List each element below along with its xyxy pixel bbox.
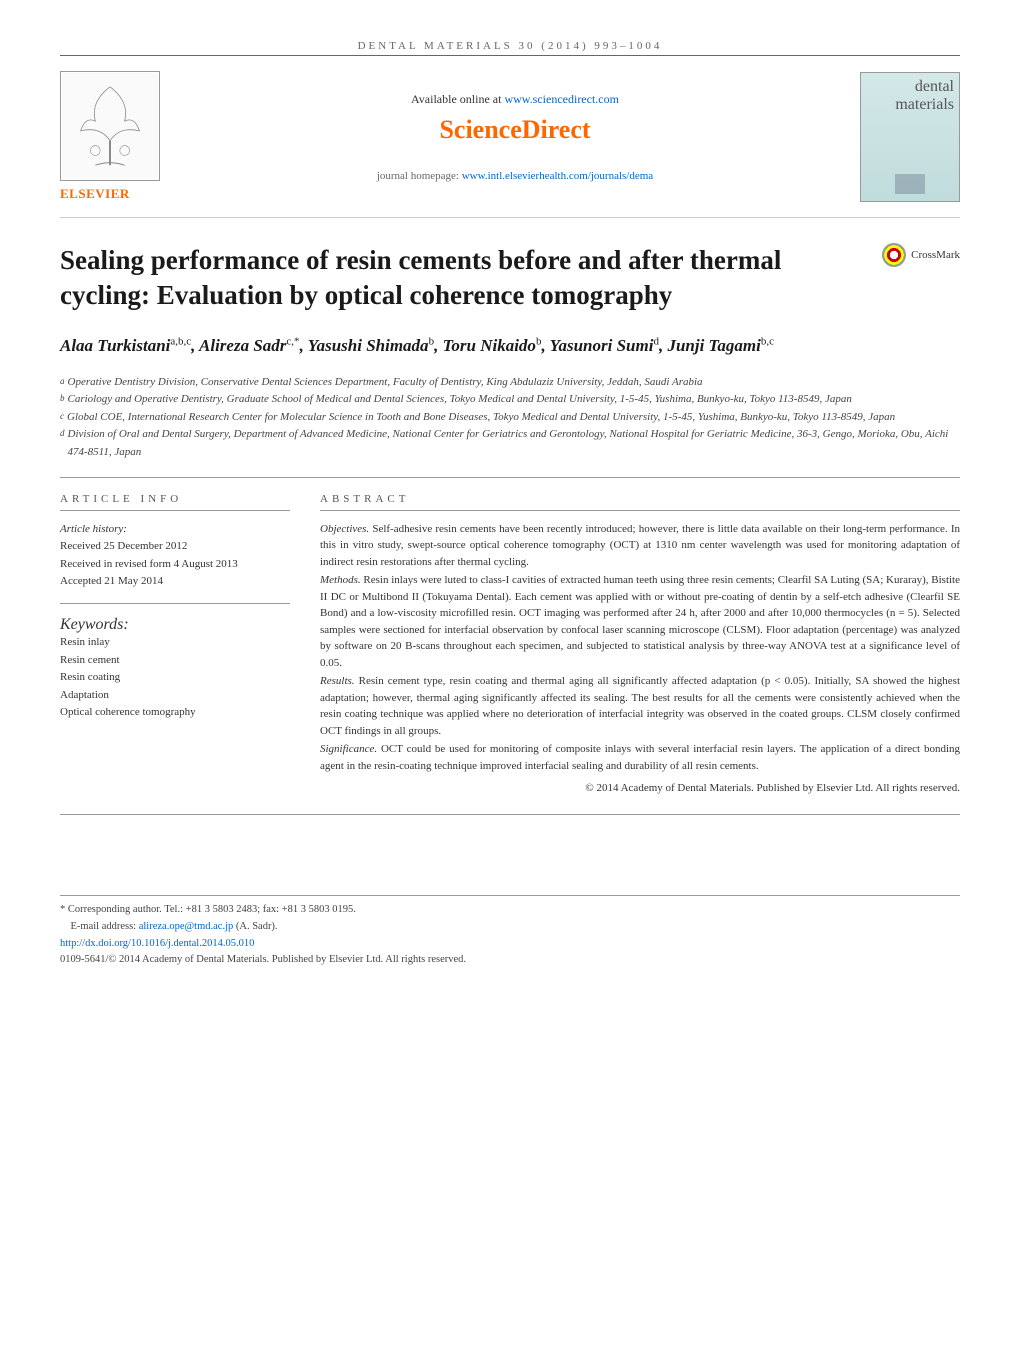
keywords-label: Keywords: [60,616,290,634]
article-title: Sealing performance of resin cements bef… [60,243,882,313]
elsevier-label: ELSEVIER [60,186,170,202]
affiliation: bCariology and Operative Dentistry, Grad… [60,391,960,409]
abstract-copyright: © 2014 Academy of Dental Materials. Publ… [320,782,960,794]
article-history-block: Article history: Received 25 December 20… [60,521,290,604]
publisher-banner: ELSEVIER Available online at www.science… [60,71,960,218]
keywords-block: Keywords: Resin inlayResin cementResin c… [60,616,290,722]
abstract-section: Methods. Resin inlays were luted to clas… [320,572,960,671]
crossmark-icon [882,243,906,267]
affiliations-block: aOperative Dentistry Division, Conservat… [60,374,960,478]
elsevier-logo: ELSEVIER [60,71,170,202]
elsevier-tree-icon [60,71,160,181]
article-info-header: ARTICLE INFO [60,493,290,511]
crossmark-badge[interactable]: CrossMark [882,243,960,267]
journal-reference-header: DENTAL MATERIALS 30 (2014) 993–1004 [60,40,960,56]
abstract-body: Objectives. Self-adhesive resin cements … [320,521,960,775]
doi-link[interactable]: http://dx.doi.org/10.1016/j.dental.2014.… [60,936,960,952]
affiliation: aOperative Dentistry Division, Conservat… [60,374,960,392]
abstract-section: Significance. OCT could be used for moni… [320,741,960,774]
keyword: Resin cement [60,652,290,670]
sciencedirect-logo: ScienceDirect [170,115,860,145]
received-date: Received 25 December 2012 [60,538,290,556]
journal-homepage-link[interactable]: www.intl.elsevierhealth.com/journals/dem… [462,170,653,182]
keyword: Adaptation [60,687,290,705]
revised-date: Received in revised form 4 August 2013 [60,556,290,574]
history-label: Article history: [60,521,290,539]
keyword: Resin inlay [60,634,290,652]
abstract-header: ABSTRACT [320,493,960,511]
available-online-text: Available online at www.sciencedirect.co… [170,92,860,107]
accepted-date: Accepted 21 May 2014 [60,573,290,591]
issn-copyright: 0109-5641/© 2014 Academy of Dental Mater… [60,952,960,968]
crossmark-label: CrossMark [911,249,960,261]
sciencedirect-link[interactable]: www.sciencedirect.com [504,92,619,106]
journal-homepage-line: journal homepage: www.intl.elsevierhealt… [170,170,860,182]
keyword: Resin coating [60,669,290,687]
abstract-section: Results. Resin cement type, resin coatin… [320,673,960,739]
corresponding-author: * Corresponding author. Tel.: +81 3 5803… [60,902,960,918]
affiliation: cGlobal COE, International Research Cent… [60,409,960,427]
abstract-section: Objectives. Self-adhesive resin cements … [320,521,960,571]
authors-list: Alaa Turkistania,b,c, Alireza Sadrc,*, Y… [60,333,960,359]
cover-title: dental materials [866,78,954,114]
email-link[interactable]: alireza.ope@tmd.ac.jp [139,921,234,932]
journal-cover-thumbnail: dental materials [860,72,960,202]
affiliation: dDivision of Oral and Dental Surgery, De… [60,426,960,461]
email-line: E-mail address: alireza.ope@tmd.ac.jp (A… [60,919,960,935]
page-footer: * Corresponding author. Tel.: +81 3 5803… [60,895,960,968]
keyword: Optical coherence tomography [60,704,290,722]
